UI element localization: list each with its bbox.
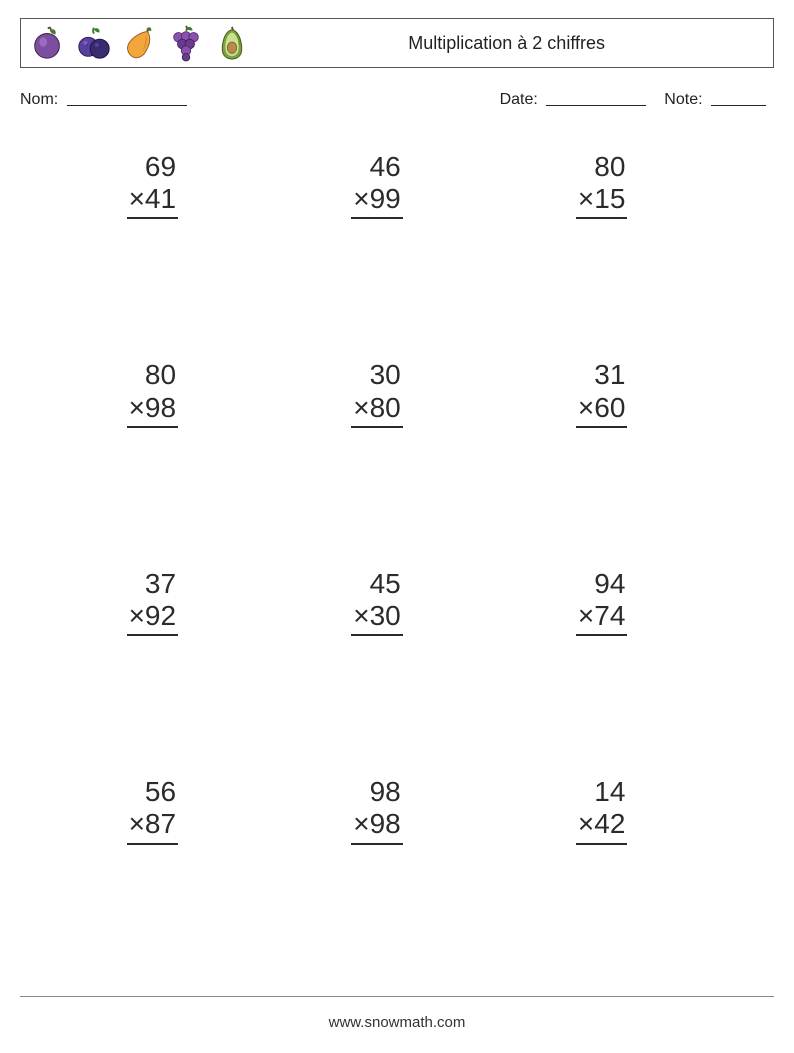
multiplier-row: ×60 bbox=[576, 392, 628, 428]
name-blank[interactable] bbox=[67, 92, 187, 106]
multiplier-row: ×74 bbox=[576, 600, 628, 636]
problems-grid: 69×4146×9980×1580×9830×8031×6037×9245×30… bbox=[20, 151, 774, 845]
grapes-icon bbox=[167, 24, 205, 62]
multiplier-row: ×15 bbox=[576, 183, 628, 219]
footer-url: www.snowmath.com bbox=[0, 1014, 794, 1031]
multiplicand: 69 bbox=[127, 151, 179, 183]
problem-11: 98×98 bbox=[285, 776, 510, 844]
multiplier-row: ×98 bbox=[351, 808, 403, 844]
problem-9: 94×74 bbox=[509, 568, 734, 636]
problem-10: 56×87 bbox=[60, 776, 285, 844]
multiplicand: 98 bbox=[351, 776, 403, 808]
multiplier-row: ×99 bbox=[351, 183, 403, 219]
problem-6: 31×60 bbox=[509, 359, 734, 427]
worksheet-title: Multiplication à 2 chiffres bbox=[408, 33, 765, 54]
mango-icon bbox=[121, 24, 159, 62]
multiplicand: 31 bbox=[576, 359, 628, 391]
blueberries-icon bbox=[75, 24, 113, 62]
date-blank[interactable] bbox=[546, 92, 646, 106]
multiplier-row: ×41 bbox=[127, 183, 179, 219]
avocado-icon bbox=[213, 24, 251, 62]
worksheet-header: Multiplication à 2 chiffres bbox=[20, 18, 774, 68]
problem-4: 80×98 bbox=[60, 359, 285, 427]
multiplier-row: ×80 bbox=[351, 392, 403, 428]
fruit-icon-row bbox=[29, 24, 251, 62]
problem-8: 45×30 bbox=[285, 568, 510, 636]
problem-2: 46×99 bbox=[285, 151, 510, 219]
multiplicand: 80 bbox=[576, 151, 628, 183]
problem-12: 14×42 bbox=[509, 776, 734, 844]
note-blank[interactable] bbox=[711, 92, 766, 106]
multiplicand: 94 bbox=[576, 568, 628, 600]
problem-1: 69×41 bbox=[60, 151, 285, 219]
meta-row: Nom: Date: Note: bbox=[20, 90, 774, 109]
problem-3: 80×15 bbox=[509, 151, 734, 219]
multiplier-row: ×30 bbox=[351, 600, 403, 636]
date-label: Date: bbox=[500, 91, 538, 108]
multiplicand: 37 bbox=[127, 568, 179, 600]
multiplicand: 46 bbox=[351, 151, 403, 183]
problem-7: 37×92 bbox=[60, 568, 285, 636]
multiplicand: 45 bbox=[351, 568, 403, 600]
name-label: Nom: bbox=[20, 91, 58, 108]
multiplier-row: ×87 bbox=[127, 808, 179, 844]
multiplier-row: ×92 bbox=[127, 600, 179, 636]
plum-icon bbox=[29, 24, 67, 62]
problem-5: 30×80 bbox=[285, 359, 510, 427]
footer-rule bbox=[20, 996, 774, 997]
multiplicand: 56 bbox=[127, 776, 179, 808]
multiplicand: 80 bbox=[127, 359, 179, 391]
multiplicand: 30 bbox=[351, 359, 403, 391]
multiplicand: 14 bbox=[576, 776, 628, 808]
multiplier-row: ×42 bbox=[576, 808, 628, 844]
note-label: Note: bbox=[664, 91, 702, 108]
multiplier-row: ×98 bbox=[127, 392, 179, 428]
